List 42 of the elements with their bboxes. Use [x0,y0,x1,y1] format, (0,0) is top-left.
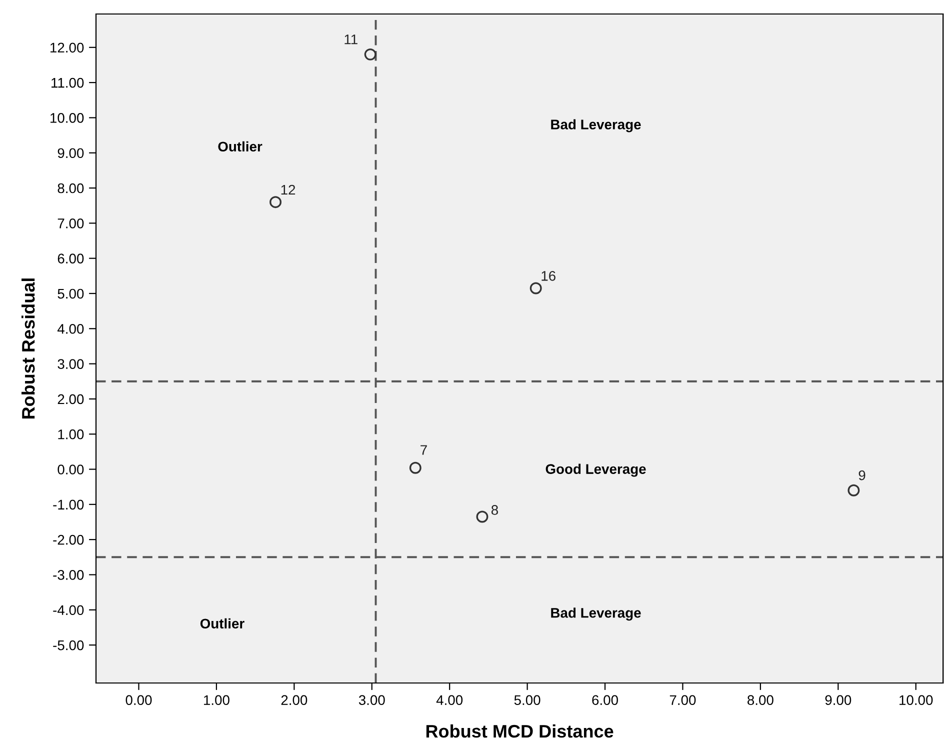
annotation: 7 [420,445,427,455]
y-tick-label: 4.00 [57,324,84,334]
y-tick-label: 3.00 [58,359,84,369]
x-tick-label: 9.00 [825,695,852,706]
y-tick-label: 2.00 [58,394,84,404]
x-tick-label: 7.00 [670,695,696,706]
y-tick-label: 1.00 [58,429,84,440]
annotation: Bad Leverage [551,608,641,621]
x-tick-label: 10.00 [900,695,933,706]
annotation: 12 [281,184,296,195]
annotation: 8 [491,505,498,515]
y-tick-label: 8.00 [58,183,84,194]
y-tick-label: 0.00 [58,464,84,474]
annotation: Outlier [200,618,244,629]
y-tick-label: 5.00 [58,288,84,299]
annotation: 9 [858,470,866,480]
y-tick-label: -5.00 [53,640,84,650]
x-tick-label: 2.00 [281,695,308,706]
y-axis-title: Robust Residual [22,278,35,419]
y-tick-label: -3.00 [53,570,84,580]
y-tick-label: 12.00 [50,42,84,53]
y-tick-label: -2.00 [53,534,84,545]
annotation: 16 [542,270,556,281]
x-axis-title: Robust MCD Distance [426,724,614,738]
x-tick-label: 0.00 [126,695,152,706]
y-tick-label: 10.00 [50,113,84,123]
x-tick-label: 4.00 [436,695,463,706]
x-tick-label: 5.00 [514,695,540,706]
y-tick-label: 11.00 [52,78,84,88]
x-tick-label: 6.00 [592,695,618,706]
annotation: Bad Leverage [551,119,641,132]
annotation: Outlier [218,141,262,152]
annotation: 11 [344,34,358,44]
annotation: Good Leverage [546,464,646,477]
x-tick-label: 8.00 [748,695,774,706]
y-tick-label: -4.00 [53,605,84,616]
y-tick-label: 7.00 [58,218,84,228]
x-tick-label: 1.00 [204,695,230,706]
y-tick-label: 9.00 [58,148,84,158]
y-tick-label: -1.00 [53,500,84,510]
x-tick-label: 3.00 [358,695,385,706]
y-tick-label: 6.00 [58,254,84,264]
